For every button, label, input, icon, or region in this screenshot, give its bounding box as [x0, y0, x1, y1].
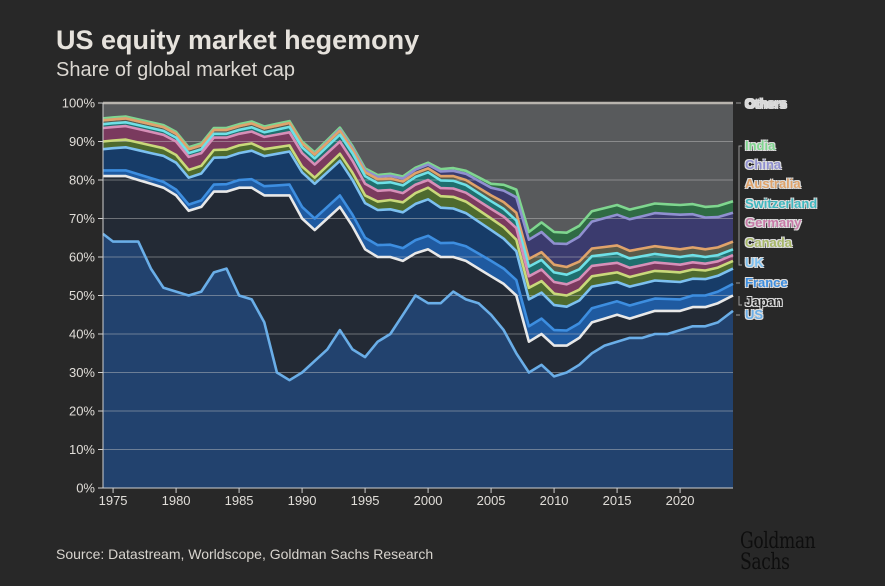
x-tick-label: 1995: [351, 493, 380, 508]
chart-title: US equity market hegemony: [56, 25, 420, 55]
legend-item-canada: Canada: [745, 235, 792, 250]
y-tick-label: 10%: [69, 442, 95, 457]
y-tick-label: 40%: [69, 327, 95, 342]
y-tick-label: 20%: [69, 404, 95, 419]
legend-connector: [738, 296, 742, 306]
legend-item-india: India: [745, 138, 776, 153]
x-tick-label: 2005: [477, 493, 506, 508]
y-tick-label: 80%: [69, 173, 95, 188]
line-us: [102, 232, 734, 382]
line-japan: [103, 174, 734, 347]
x-tick-label: 1990: [288, 493, 317, 508]
legend-bracket: [738, 145, 742, 266]
goldman-sachs-logo: Goldman Sachs: [740, 529, 816, 575]
legend-item-germany: Germany: [745, 215, 802, 230]
chart-subtitle: Share of global market cap: [56, 59, 296, 81]
x-tick-label: 1980: [162, 493, 191, 508]
x-tick-label: 1985: [225, 493, 254, 508]
y-tick-label: 70%: [69, 211, 95, 226]
legend-item-france: France: [745, 275, 788, 290]
y-tick-label: 90%: [69, 134, 95, 149]
y-tick-label: 50%: [69, 288, 95, 303]
x-tick-label: 2010: [540, 493, 569, 508]
line-australia: [102, 117, 734, 269]
y-tick-label: 100%: [62, 96, 96, 111]
line-uk: [102, 146, 734, 309]
x-tick-label: 1975: [99, 493, 128, 508]
area-us: [103, 233, 733, 488]
x-tick-label: 2000: [414, 493, 443, 508]
x-tick-label: 2020: [666, 493, 695, 508]
y-tick-label: 60%: [69, 250, 95, 265]
line-france: [103, 169, 734, 332]
legend-item-uk: UK: [745, 255, 764, 270]
legend-item-australia: Australia: [745, 176, 801, 191]
legend-item-china: China: [745, 157, 782, 172]
source-note: Source: Datastream, Worldscope, Goldman …: [56, 546, 434, 562]
area-japan: [103, 176, 733, 381]
x-tick-label: 2015: [603, 493, 632, 508]
y-tick-label: 30%: [69, 365, 95, 380]
y-tick-label: 0%: [76, 481, 95, 496]
line-switzerland: [102, 121, 734, 277]
area-germany: [103, 126, 733, 296]
legend-item-japan: Japan: [745, 294, 783, 309]
legend-item-others: Others: [745, 96, 787, 111]
line-germany: [102, 124, 734, 286]
legend-item-us: US: [745, 307, 764, 322]
line-canada: [102, 138, 734, 297]
legend-item-switzerland: Switzerland: [745, 196, 818, 211]
